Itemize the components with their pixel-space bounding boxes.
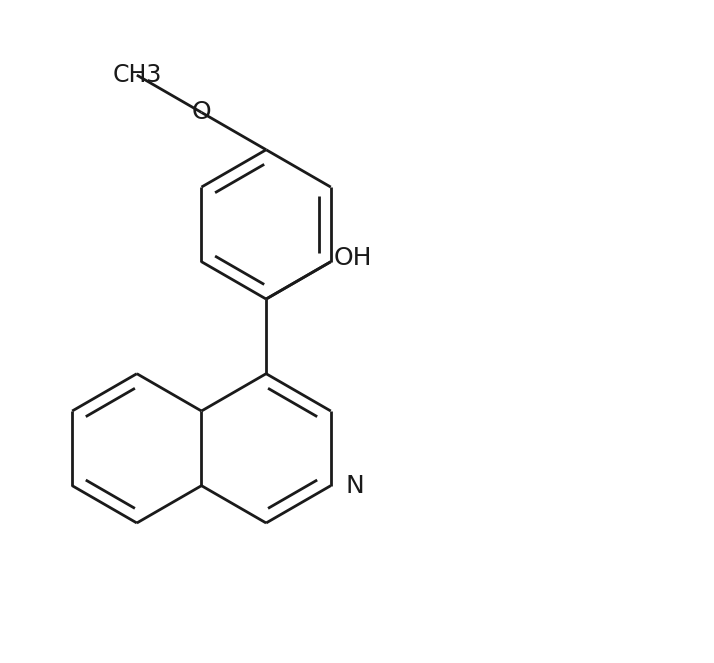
Text: O: O bbox=[191, 100, 211, 125]
Text: CH3: CH3 bbox=[112, 63, 161, 87]
Text: OH: OH bbox=[334, 247, 373, 271]
Text: N: N bbox=[345, 473, 364, 498]
